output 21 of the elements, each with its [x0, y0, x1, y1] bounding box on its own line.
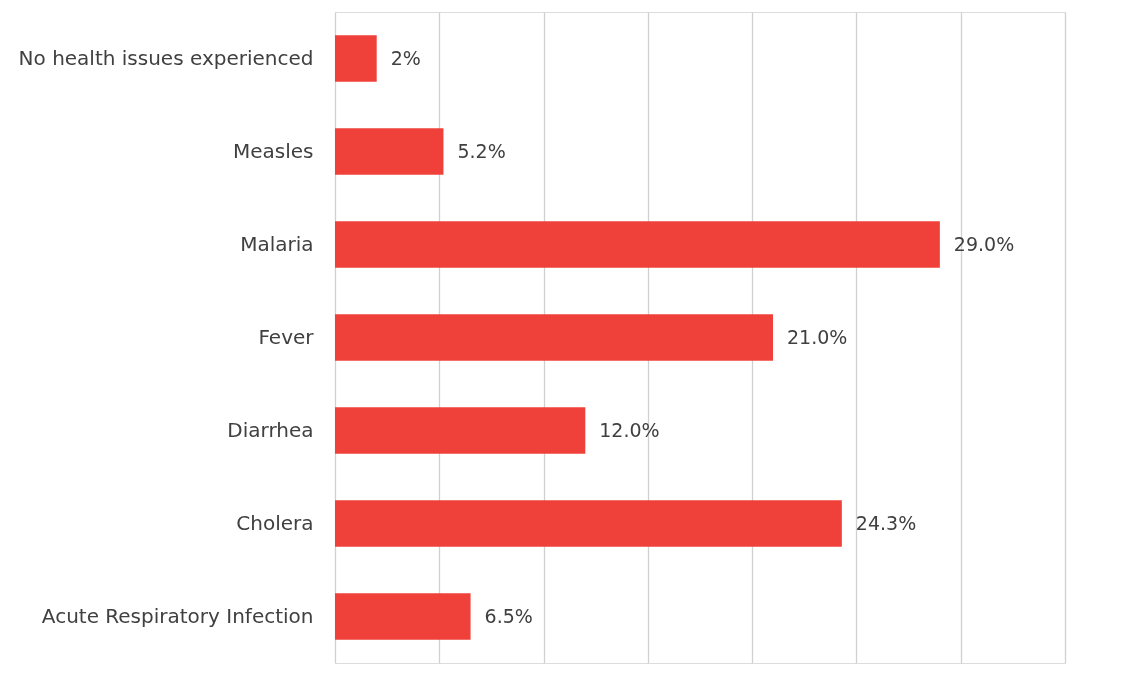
y-tick-label: Diarrhea — [227, 417, 314, 442]
bar — [335, 593, 471, 640]
bar — [335, 500, 842, 547]
y-tick-label: No health issues experienced — [18, 45, 314, 70]
y-tick-label: Measles — [232, 138, 314, 163]
bar — [335, 314, 773, 361]
data-label: 12.0% — [599, 418, 660, 441]
bar — [335, 128, 444, 175]
data-label: 21.0% — [787, 325, 848, 348]
y-tick-label: Fever — [258, 324, 315, 349]
bar — [335, 407, 586, 454]
data-label: 6.5% — [484, 604, 533, 627]
data-label: 24.3% — [855, 511, 917, 534]
data-label: 5.2% — [457, 139, 506, 162]
y-tick-label: Acute Respiratory Infection — [41, 603, 314, 628]
data-label: 2% — [390, 46, 421, 69]
bar — [335, 35, 377, 82]
y-tick-label: Cholera — [236, 510, 314, 535]
data-label: 29.0% — [953, 232, 1015, 255]
bar — [335, 221, 940, 268]
y-tick-label: Malaria — [240, 231, 314, 256]
